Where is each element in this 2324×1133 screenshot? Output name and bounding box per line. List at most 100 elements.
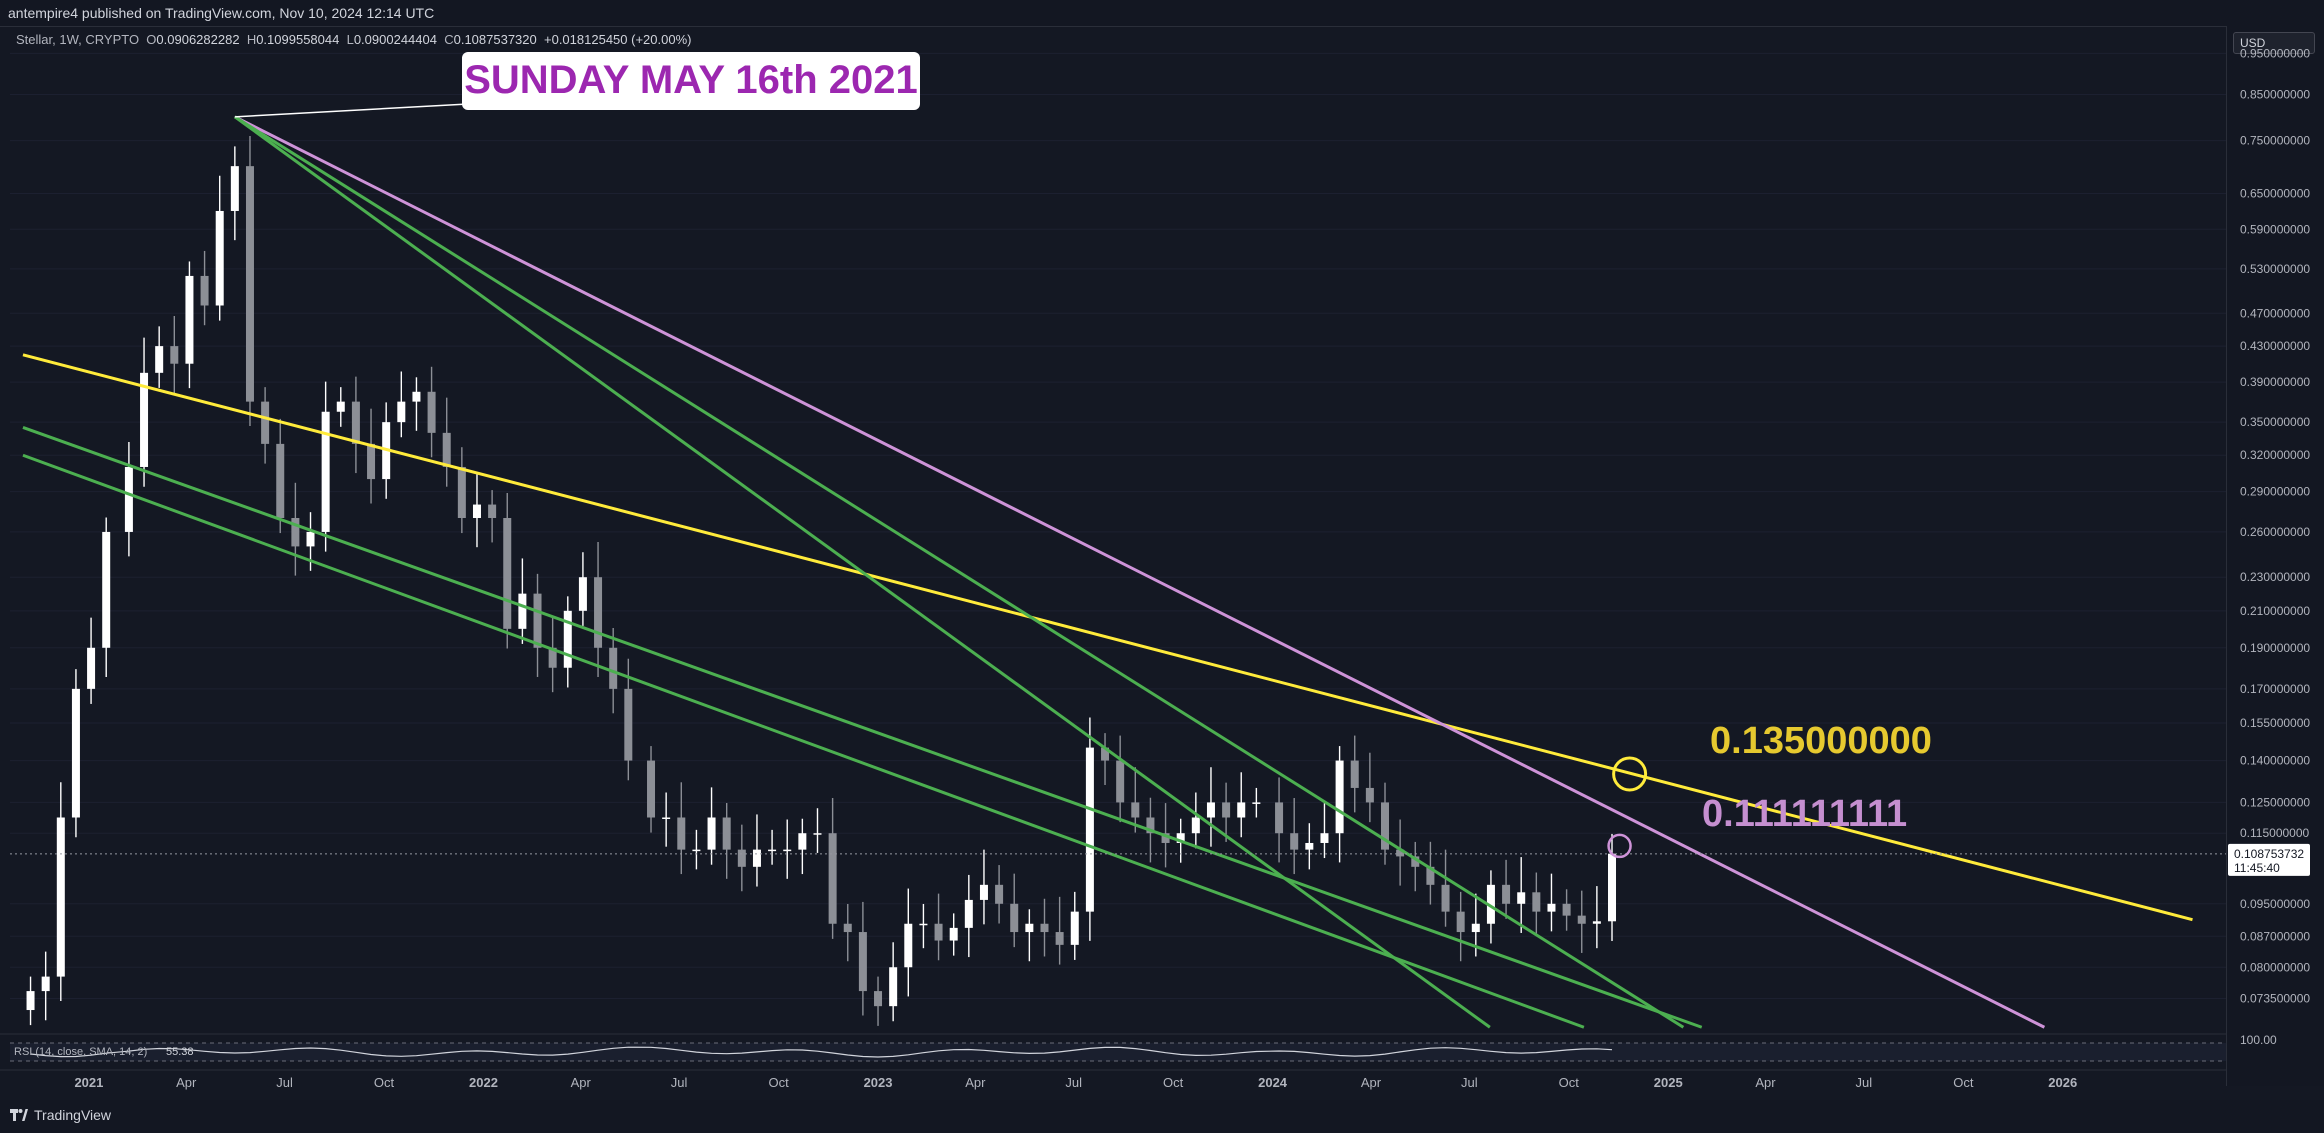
x-tick-label: Apr [1755,1075,1776,1090]
y-tick-label: 0.170000000 [2240,682,2310,696]
candle-body [889,967,898,1007]
candle-body [276,443,285,518]
candle-body [1116,760,1125,803]
high-value: 0.1099558044 [256,32,340,47]
candle-body [1426,866,1435,885]
candle-body [1456,911,1465,933]
candle-body [995,884,1004,904]
candle-body [798,833,807,850]
x-tick-label: Oct [768,1075,789,1090]
price-circle-purple [1607,833,1632,859]
trendline-green [22,426,1703,1029]
candle-body [548,647,557,668]
trendline-green [22,453,1585,1029]
trendline-green [233,115,1491,1029]
candle-body [1040,923,1049,933]
candle-body [934,923,943,941]
y-tick-label: 0.140000000 [2240,754,2310,768]
candle-body [1396,849,1405,857]
candle-body [1085,747,1094,912]
candle-body [874,991,883,1007]
candle-body [245,166,254,402]
low-label: L [346,32,354,47]
candle-body [1101,747,1110,761]
candle-body [1502,884,1511,904]
candle-body [397,401,406,423]
candle-body [594,577,603,648]
y-tick-label: 0.073500000 [2240,992,2310,1006]
x-tick-label: Oct [1953,1075,1974,1090]
candle-body [367,443,376,480]
candle-body [1252,802,1261,804]
candle-body [41,976,50,992]
y-tick-label: 0.095000000 [2240,897,2310,911]
currency-selector[interactable]: USD [2233,32,2315,54]
rsi-scale-top: 100.00 [2240,1033,2277,1047]
x-tick-labels: 2021 Apr Jul Oct 2022 Apr Jul Oct 2023 Apr Jul Oct 2… [74,1075,2077,1090]
x-tick-label: 2025 [1654,1075,1683,1090]
candle-body [185,275,194,364]
annotation-purple-price: 0.111111111 [1702,793,1907,835]
candle-body [1608,853,1617,922]
candle-body [351,401,360,444]
candle-body [1222,802,1231,818]
y-tick-label: 0.590000000 [2240,222,2310,236]
y-tick-label: 0.125000000 [2240,795,2310,809]
candle-body [1471,923,1480,933]
y-tick-label: 0.210000000 [2240,604,2310,618]
trendline-purple [234,115,2046,1029]
candle-countdown: 11:45:40 [2234,861,2280,875]
candle-body [1486,884,1495,924]
publisher-text: antempire4 published on TradingView.com,… [8,5,435,21]
price-axis[interactable] [2226,26,2324,1086]
candle-body [230,166,239,211]
candle-body [609,647,618,689]
candle-body [1206,802,1215,818]
candle-body [87,647,96,689]
candle-body [56,817,65,977]
candle-body [518,593,527,629]
rsi-label: RSI (14, close, SMA, 14, 2) [14,1046,147,1058]
tradingview-brand[interactable]: TradingView [10,1107,111,1123]
footer-bar [0,1100,2324,1133]
candle-body [843,923,852,933]
candle-body [321,411,330,532]
callout-box [462,52,920,110]
price-chart[interactable]: 0.950000000 0.850000000 0.750000000 0.65000… [0,0,2324,1100]
candle-body [291,517,300,547]
candle-body [964,899,973,928]
price-circle-yellow [1612,756,1648,792]
annotation-yellow-price: 0.135000000 [1710,720,1932,762]
candle-body [306,531,315,547]
trendline-green [234,115,1685,1029]
x-tick-label: Jul [671,1075,688,1090]
candle-body [707,817,716,850]
candle-body [1161,833,1170,843]
candle-body [768,849,777,852]
rsi-band [10,1043,2226,1061]
candle-body [71,688,80,818]
close-label: C [444,32,454,47]
y-tick-label: 0.115000000 [2240,826,2310,840]
candle-body [1025,923,1034,933]
y-tick-label: 0.950000000 [2240,46,2310,60]
x-tick-label: Jul [1856,1075,1873,1090]
candle-body [1055,932,1064,945]
y-tick-label: 0.530000000 [2240,262,2310,276]
callout-text: SUNDAY MAY 16th 2021 [464,58,918,102]
candle-body [1547,903,1556,912]
candle-body [578,577,587,611]
candle-body [155,346,164,373]
tradingview-logo-icon [10,1109,28,1121]
rsi-value: 55.38 [166,1046,194,1058]
candle-body [722,817,731,850]
high-label: H [246,32,257,47]
x-tick-label: Oct [374,1075,395,1090]
callout-pointer [234,103,469,118]
candle-body [813,833,822,835]
candle-body [336,401,345,412]
brand-name: TradingView [34,1107,112,1123]
open-label: O [146,32,157,47]
y-tick-labels: 0.950000000 0.850000000 0.750000000 0.65000… [2240,46,2310,1005]
candle-body [140,372,149,467]
